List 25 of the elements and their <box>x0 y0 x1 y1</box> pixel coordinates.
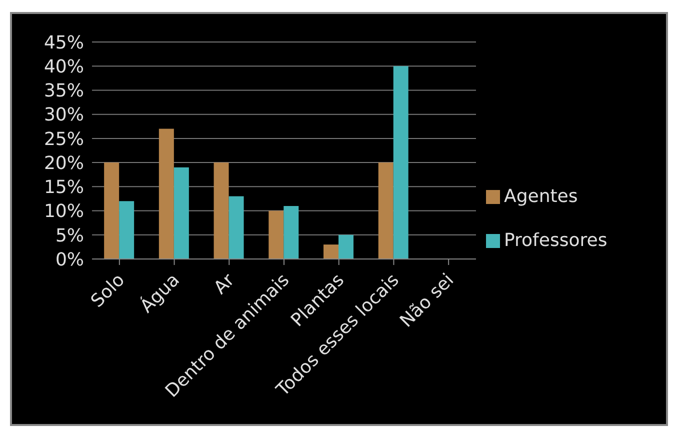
y-tick-label: 40% <box>44 56 84 78</box>
x-tick-label: Ar <box>210 269 240 298</box>
y-tick-label: 30% <box>44 104 84 126</box>
bar <box>284 206 299 259</box>
bar <box>119 201 134 259</box>
y-tick-label: 45% <box>44 32 84 54</box>
bar <box>378 162 394 259</box>
bar <box>228 196 244 259</box>
y-tick-label: 25% <box>44 128 84 150</box>
y-tick-label: 0% <box>55 249 84 270</box>
legend-label: Agentes <box>504 186 578 207</box>
y-tick-label: 35% <box>44 80 84 102</box>
y-tick-label: 5% <box>55 225 84 246</box>
y-tick-label: 15% <box>44 177 84 198</box>
bar <box>214 162 229 259</box>
bar <box>158 128 174 259</box>
bar <box>268 210 284 259</box>
y-tick-label: 10% <box>44 201 84 222</box>
bar <box>393 66 408 259</box>
bar <box>323 244 338 259</box>
bar <box>174 167 189 259</box>
legend-label: Professores <box>504 230 608 251</box>
bar <box>338 234 354 259</box>
y-tick-label: 20% <box>44 152 84 174</box>
bar <box>104 162 120 259</box>
